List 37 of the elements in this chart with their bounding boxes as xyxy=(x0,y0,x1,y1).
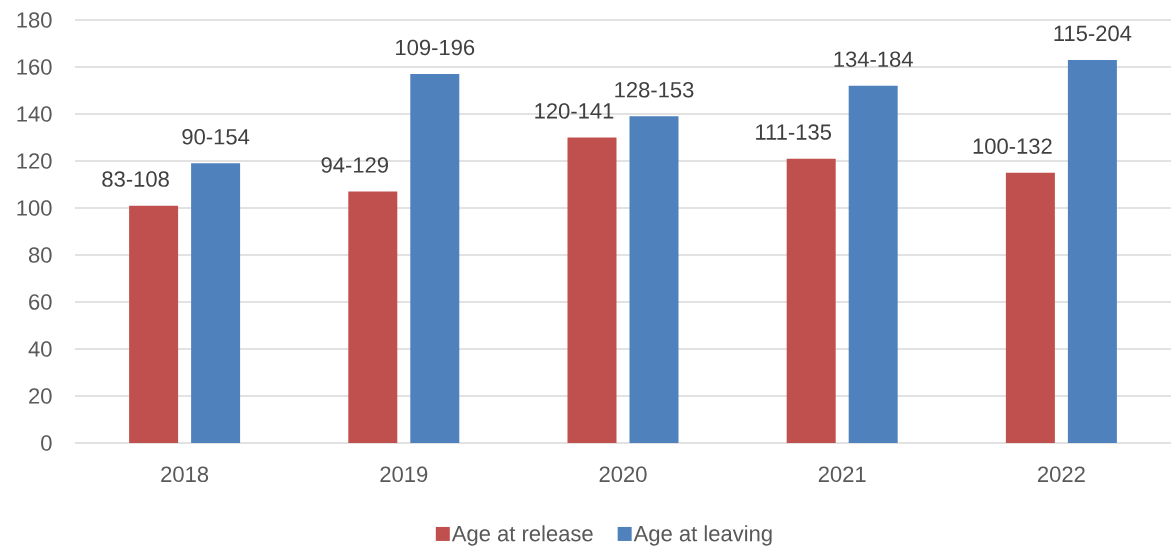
bar xyxy=(129,205,179,443)
x-tick-label: 2019 xyxy=(380,466,428,483)
data-label: 120-141 xyxy=(535,103,614,119)
bar xyxy=(410,74,460,443)
x-tick-label: 2021 xyxy=(818,466,866,483)
bar xyxy=(1005,172,1055,443)
data-label: 83-108 xyxy=(102,171,169,187)
y-tick-label: 140 xyxy=(17,106,52,122)
bar xyxy=(191,163,241,443)
y-tick-label: 80 xyxy=(28,247,52,263)
y-tick-label: 160 xyxy=(17,59,52,75)
bar xyxy=(1067,59,1117,443)
x-tick-label: 2022 xyxy=(1038,466,1085,483)
y-tick-label: 40 xyxy=(28,341,52,357)
bar xyxy=(567,137,617,443)
bar xyxy=(629,116,679,443)
y-tick-label: 60 xyxy=(29,294,52,310)
data-label: 90-154 xyxy=(182,128,250,145)
data-label: 134-184 xyxy=(834,51,913,68)
data-label: 109-196 xyxy=(396,39,475,56)
data-label: 111-135 xyxy=(756,124,831,140)
bar xyxy=(786,158,836,443)
y-tick-label: 180 xyxy=(17,12,52,28)
y-tick-label: 120 xyxy=(17,153,52,169)
data-label: 128-153 xyxy=(615,81,694,98)
data-label: 115-204 xyxy=(1054,25,1132,42)
x-tick-label: 2020 xyxy=(599,466,647,483)
data-label: 100-132 xyxy=(973,138,1052,154)
x-tick-label: 2018 xyxy=(161,466,209,483)
legend-label: Age at release xyxy=(451,525,593,546)
data-label: 94-129 xyxy=(321,157,388,173)
legend-label: Age at leaving xyxy=(633,525,772,546)
y-tick-label: 0 xyxy=(41,435,52,451)
y-tick-label: 100 xyxy=(17,200,52,216)
bar xyxy=(348,191,398,443)
y-tick-label: 20 xyxy=(29,388,52,404)
bar xyxy=(848,85,898,443)
